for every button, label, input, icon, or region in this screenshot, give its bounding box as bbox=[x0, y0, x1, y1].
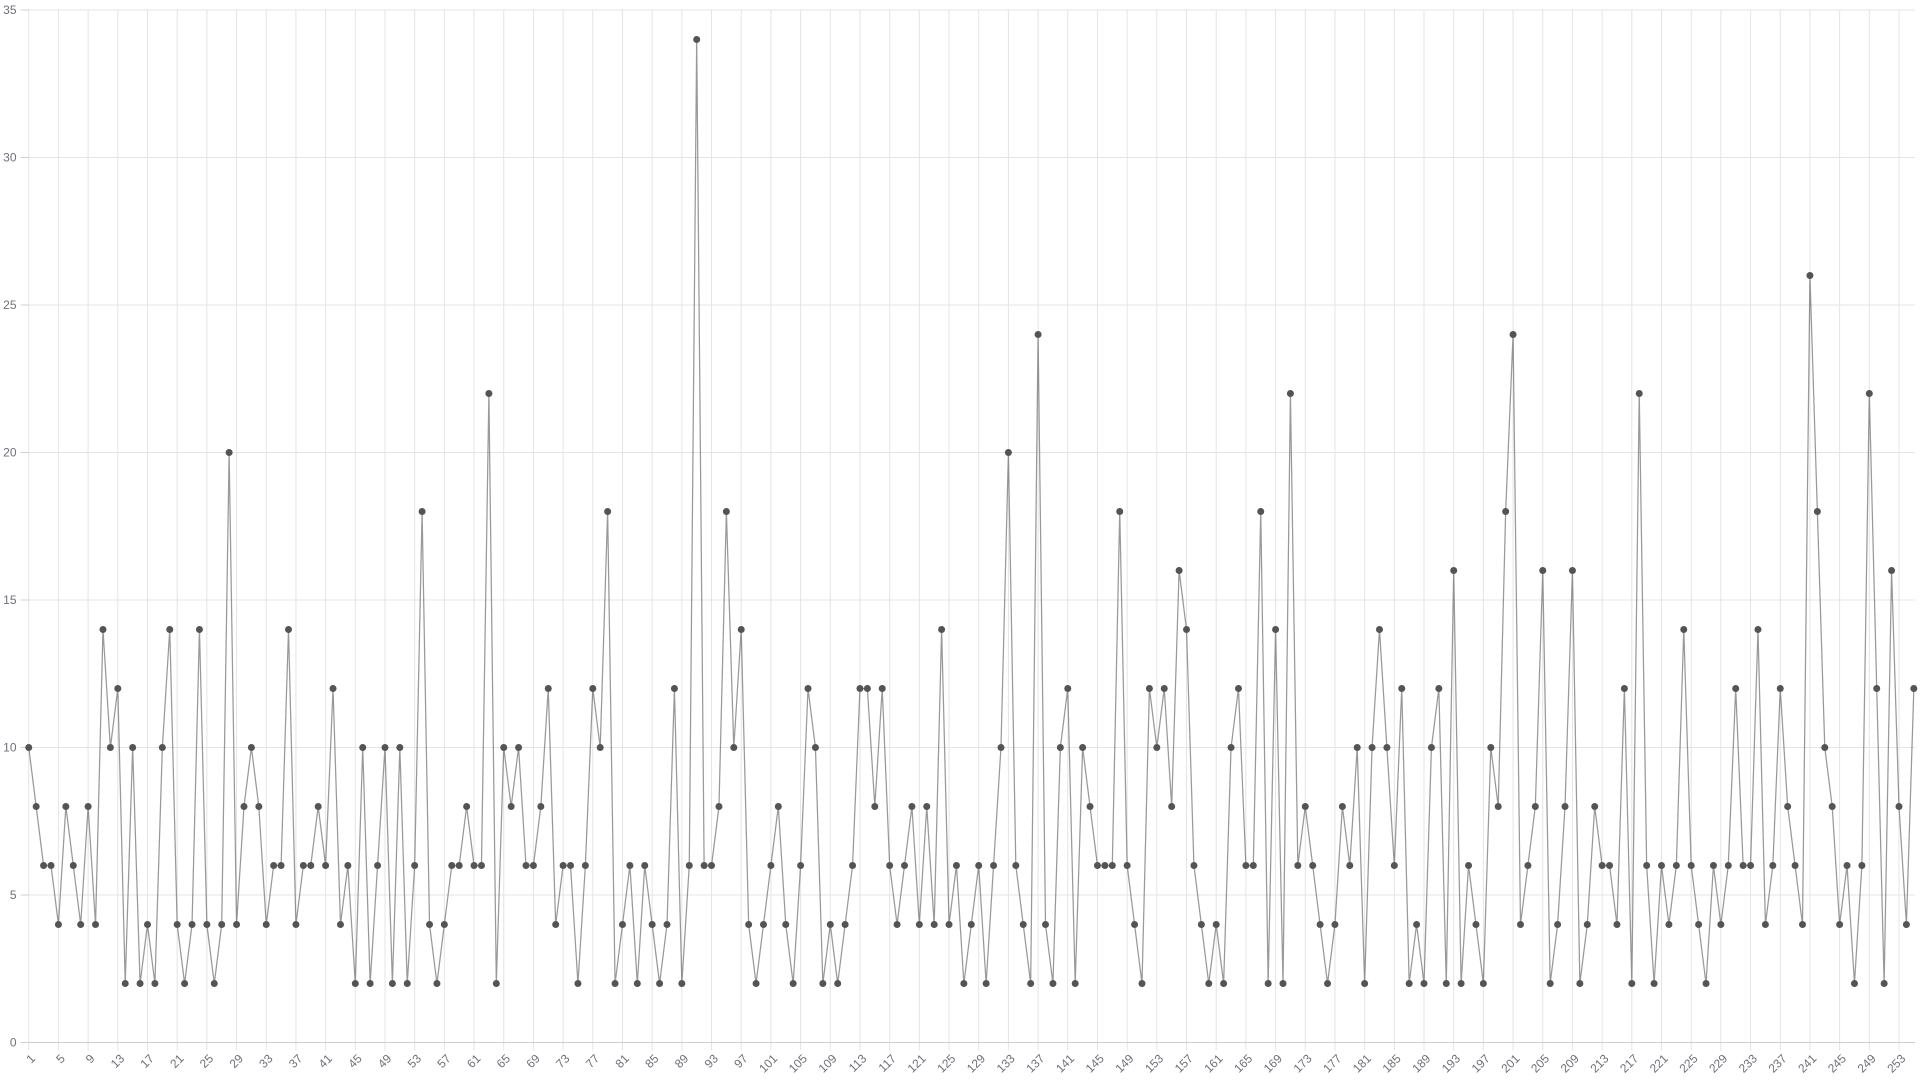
svg-text:30: 30 bbox=[3, 151, 17, 165]
svg-text:20: 20 bbox=[3, 446, 17, 460]
svg-text:35: 35 bbox=[3, 3, 17, 17]
svg-text:0: 0 bbox=[10, 1036, 17, 1050]
svg-text:10: 10 bbox=[3, 741, 17, 755]
svg-text:25: 25 bbox=[3, 298, 17, 312]
svg-text:15: 15 bbox=[3, 593, 17, 607]
svg-text:5: 5 bbox=[10, 888, 17, 902]
